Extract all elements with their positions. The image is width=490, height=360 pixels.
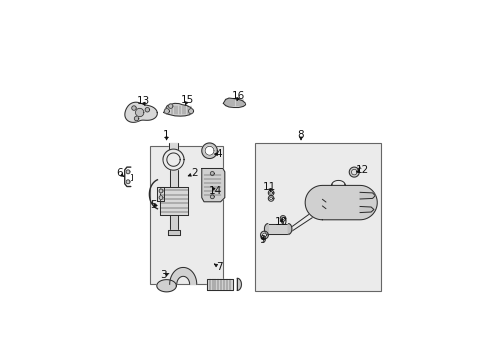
Polygon shape — [349, 167, 359, 177]
Polygon shape — [170, 170, 178, 187]
Text: 16: 16 — [232, 91, 245, 102]
Polygon shape — [134, 116, 139, 121]
Polygon shape — [263, 233, 267, 237]
Bar — [255, 143, 381, 291]
Polygon shape — [289, 224, 292, 234]
Polygon shape — [270, 197, 272, 200]
Polygon shape — [237, 278, 242, 291]
Polygon shape — [164, 103, 194, 116]
Polygon shape — [261, 231, 269, 239]
Polygon shape — [280, 216, 286, 221]
Polygon shape — [168, 230, 180, 235]
Text: 12: 12 — [355, 165, 368, 175]
Polygon shape — [126, 170, 130, 174]
Polygon shape — [170, 267, 197, 284]
Polygon shape — [125, 102, 157, 122]
Polygon shape — [205, 146, 214, 155]
Polygon shape — [132, 106, 136, 110]
Text: 9: 9 — [259, 235, 266, 245]
Polygon shape — [210, 172, 214, 175]
Polygon shape — [126, 180, 130, 184]
Bar — [150, 146, 223, 284]
Text: 1: 1 — [163, 130, 170, 140]
Polygon shape — [189, 109, 194, 114]
Polygon shape — [270, 192, 272, 194]
Text: 8: 8 — [298, 130, 304, 140]
Text: 13: 13 — [136, 96, 149, 105]
Text: 15: 15 — [181, 95, 194, 105]
Polygon shape — [360, 192, 375, 199]
Polygon shape — [202, 143, 217, 158]
Polygon shape — [207, 279, 233, 290]
Text: 10: 10 — [274, 217, 288, 227]
Polygon shape — [170, 143, 178, 149]
Polygon shape — [170, 215, 178, 230]
Text: 7: 7 — [216, 262, 222, 272]
Polygon shape — [265, 224, 268, 234]
Text: 3: 3 — [161, 270, 167, 280]
Polygon shape — [159, 196, 163, 199]
Polygon shape — [157, 187, 164, 201]
Polygon shape — [202, 168, 225, 202]
Polygon shape — [164, 109, 170, 114]
Polygon shape — [169, 104, 173, 108]
Polygon shape — [282, 217, 284, 220]
Polygon shape — [351, 169, 357, 175]
Polygon shape — [360, 207, 374, 212]
Text: 4: 4 — [216, 149, 222, 159]
Text: 2: 2 — [191, 168, 197, 179]
Polygon shape — [305, 185, 377, 220]
Text: 14: 14 — [208, 186, 221, 196]
Polygon shape — [163, 149, 184, 159]
Polygon shape — [269, 196, 274, 201]
Polygon shape — [136, 108, 144, 117]
Text: 5: 5 — [150, 201, 157, 210]
Polygon shape — [160, 187, 189, 215]
Polygon shape — [268, 224, 289, 234]
Polygon shape — [210, 195, 214, 199]
Polygon shape — [145, 108, 149, 112]
Text: 6: 6 — [116, 168, 122, 179]
Polygon shape — [157, 280, 176, 292]
Polygon shape — [269, 190, 274, 195]
Text: 11: 11 — [263, 182, 276, 192]
Polygon shape — [159, 189, 163, 193]
Polygon shape — [223, 98, 245, 108]
